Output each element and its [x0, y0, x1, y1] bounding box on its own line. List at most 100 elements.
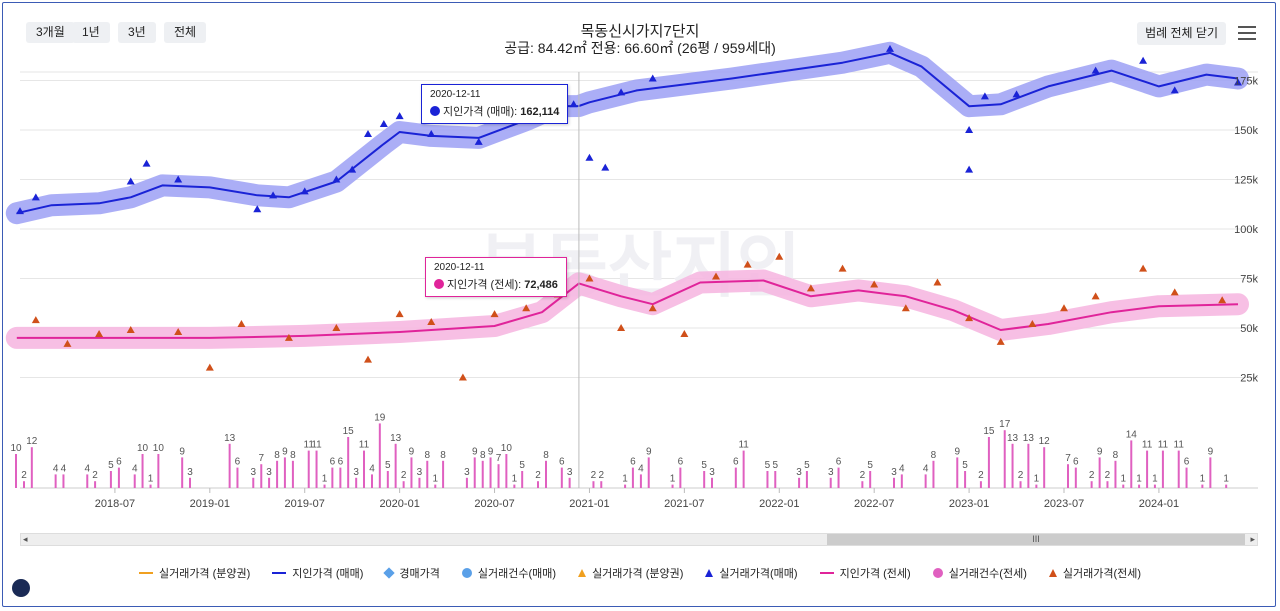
- count-bar: [774, 471, 777, 488]
- count-label: 13: [390, 433, 402, 444]
- count-bar: [434, 484, 437, 488]
- count-label: 6: [559, 457, 565, 468]
- transaction-marker: [348, 165, 357, 173]
- scroll-thumb[interactable]: III: [827, 534, 1245, 545]
- count-bar: [347, 437, 350, 488]
- count-label: 5: [804, 460, 810, 471]
- legend-item-1[interactable]: 지인가격 (매매): [272, 565, 363, 581]
- range-button-3m[interactable]: 3개월: [26, 22, 75, 43]
- transaction-marker: [870, 280, 879, 288]
- legend-item-2[interactable]: 경매가격: [383, 565, 440, 581]
- legend-item-0[interactable]: 실거래가격 (분양권): [138, 565, 250, 581]
- count-bar: [639, 474, 642, 488]
- count-label: 9: [488, 446, 494, 457]
- count-bar: [932, 460, 935, 488]
- count-bar: [339, 467, 342, 488]
- count-bar: [1146, 450, 1149, 488]
- count-bar: [442, 460, 445, 488]
- chart-scrollbar[interactable]: ◂ III ▸: [20, 533, 1258, 546]
- scroll-left-icon[interactable]: ◂: [23, 534, 28, 544]
- legend-item-5[interactable]: 실거래가격(매매): [705, 565, 798, 581]
- count-label: 5: [385, 460, 391, 471]
- count-label: 1: [622, 474, 628, 485]
- scroll-right-icon[interactable]: ▸: [1250, 534, 1255, 544]
- count-label: 10: [501, 443, 513, 454]
- count-label: 8: [543, 450, 549, 461]
- count-label: 6: [1184, 457, 1190, 468]
- count-label: 2: [1105, 470, 1111, 481]
- count-bar: [829, 477, 832, 488]
- y-tick-label: 100k: [1234, 224, 1258, 236]
- count-bar: [323, 484, 326, 488]
- count-bar: [1074, 467, 1077, 488]
- x-axis-ticks: 2018-07 2019-01 2019-07 2020-01 2020-07 2021-…: [95, 488, 1179, 510]
- y-tick-label: 125k: [1234, 175, 1258, 187]
- count-label: 1: [148, 474, 154, 485]
- count-label: 11: [359, 440, 370, 451]
- x-tick-label: 2019-01: [190, 498, 230, 510]
- count-bar: [1138, 484, 1141, 488]
- count-label: 8: [424, 450, 430, 461]
- count-bar: [521, 471, 524, 488]
- count-bar: [1003, 430, 1006, 488]
- x-tick-label: 2022-07: [854, 498, 894, 510]
- transaction-marker: [126, 325, 135, 333]
- count-bar: [869, 471, 872, 488]
- count-label: 6: [338, 457, 344, 468]
- x-tick-label: 2020-07: [474, 498, 514, 510]
- count-label: 3: [796, 467, 802, 478]
- transaction-marker: [332, 175, 341, 183]
- hamburger-menu-icon[interactable]: [1238, 26, 1256, 40]
- count-bar: [545, 460, 547, 488]
- count-label: 6: [116, 457, 122, 468]
- transaction-marker: [1170, 288, 1179, 296]
- legend-item-8[interactable]: 실거래가격(전세): [1048, 565, 1141, 581]
- range-button-1y[interactable]: 1년: [72, 22, 110, 43]
- count-bar: [1161, 450, 1164, 488]
- transaction-marker: [965, 126, 974, 133]
- count-label: 2: [1089, 470, 1095, 481]
- count-label: 6: [1073, 457, 1079, 468]
- range-button-all[interactable]: 전체: [164, 22, 207, 43]
- count-bar: [473, 457, 476, 488]
- count-bar: [133, 474, 136, 488]
- transaction-marker: [427, 129, 436, 137]
- transaction-marker: [1060, 304, 1068, 312]
- count-label: 1: [1120, 474, 1126, 485]
- legend-close-all-button[interactable]: 범례 전체 닫기: [1137, 22, 1226, 45]
- count-bar: [924, 474, 927, 488]
- count-bar: [537, 481, 539, 488]
- legend-item-3[interactable]: 실거래건수(매매): [461, 565, 557, 581]
- count-label: 12: [26, 436, 38, 447]
- transaction-marker: [364, 355, 372, 363]
- transaction-marker: [980, 92, 989, 100]
- legend-item-4[interactable]: 실거래가격 (분양권): [578, 565, 683, 581]
- count-label: 5: [108, 460, 114, 471]
- count-bar: [592, 481, 595, 488]
- count-label: 3: [891, 467, 897, 478]
- count-bar: [679, 467, 682, 488]
- count-label: 5: [765, 460, 771, 471]
- x-tick-label: 2020-01: [379, 498, 419, 510]
- transaction-marker: [395, 112, 404, 120]
- count-label: 12: [1039, 436, 1051, 447]
- count-label: 1: [1136, 474, 1142, 485]
- count-bar: [30, 447, 33, 488]
- legend-item-7[interactable]: 실거래건수(전세): [932, 565, 1027, 581]
- price-band-1: [5, 269, 1249, 349]
- home-icon[interactable]: [12, 579, 30, 597]
- range-button-3y[interactable]: 3년: [118, 22, 156, 43]
- count-label: 2: [1018, 470, 1024, 481]
- transaction-marker: [379, 120, 388, 128]
- count-bar: [893, 477, 895, 488]
- count-bar: [861, 481, 864, 488]
- y-tick-label: 175k: [1234, 76, 1258, 88]
- legend-item-6[interactable]: 지인가격 (전세): [819, 565, 911, 581]
- transaction-marker: [269, 191, 278, 199]
- count-bar: [394, 443, 397, 488]
- count-bar: [1106, 481, 1109, 488]
- transaction-marker: [933, 278, 942, 286]
- count-label: 9: [1097, 446, 1103, 457]
- legend-label: 실거래건수(매매): [477, 568, 557, 580]
- count-label: 10: [137, 443, 149, 454]
